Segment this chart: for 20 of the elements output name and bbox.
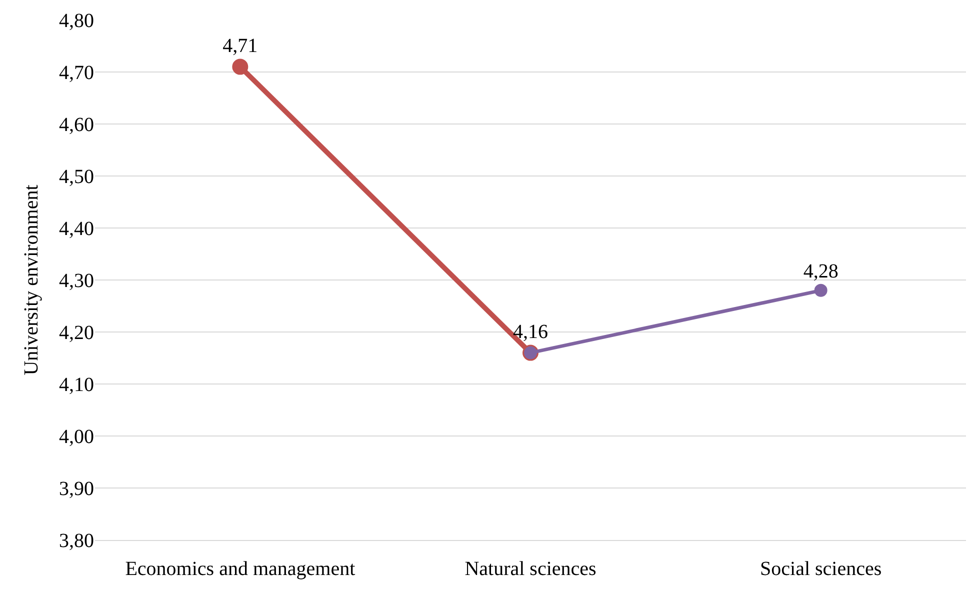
point [814, 284, 828, 297]
y-tick-label: 4,50 [59, 166, 94, 188]
y-tick-label: 4,70 [59, 62, 94, 84]
y-tick-label: 4,60 [59, 114, 94, 136]
y-tick-label: 4,40 [59, 218, 94, 240]
data-label: 4,71 [222, 35, 258, 58]
data-label: 4,28 [803, 260, 838, 283]
y-tick-label: 4,80 [59, 10, 94, 32]
y-axis-title: University environment [20, 184, 42, 376]
x-tick-label: Natural sciences [464, 558, 597, 580]
y-tick-label: 4,00 [59, 426, 94, 448]
x-tick-label: Social sciences [760, 558, 882, 580]
data-label: 4,16 [513, 321, 548, 344]
y-tick-label: 4,30 [59, 270, 94, 292]
y-tick-label: 3,90 [59, 478, 94, 500]
y-tick-label: 4,20 [59, 322, 94, 344]
point [232, 58, 248, 75]
x-tick-label: Economics and management [125, 558, 356, 580]
y-tick-label: 3,80 [59, 530, 94, 552]
y-tick-label: 4,10 [59, 374, 94, 396]
